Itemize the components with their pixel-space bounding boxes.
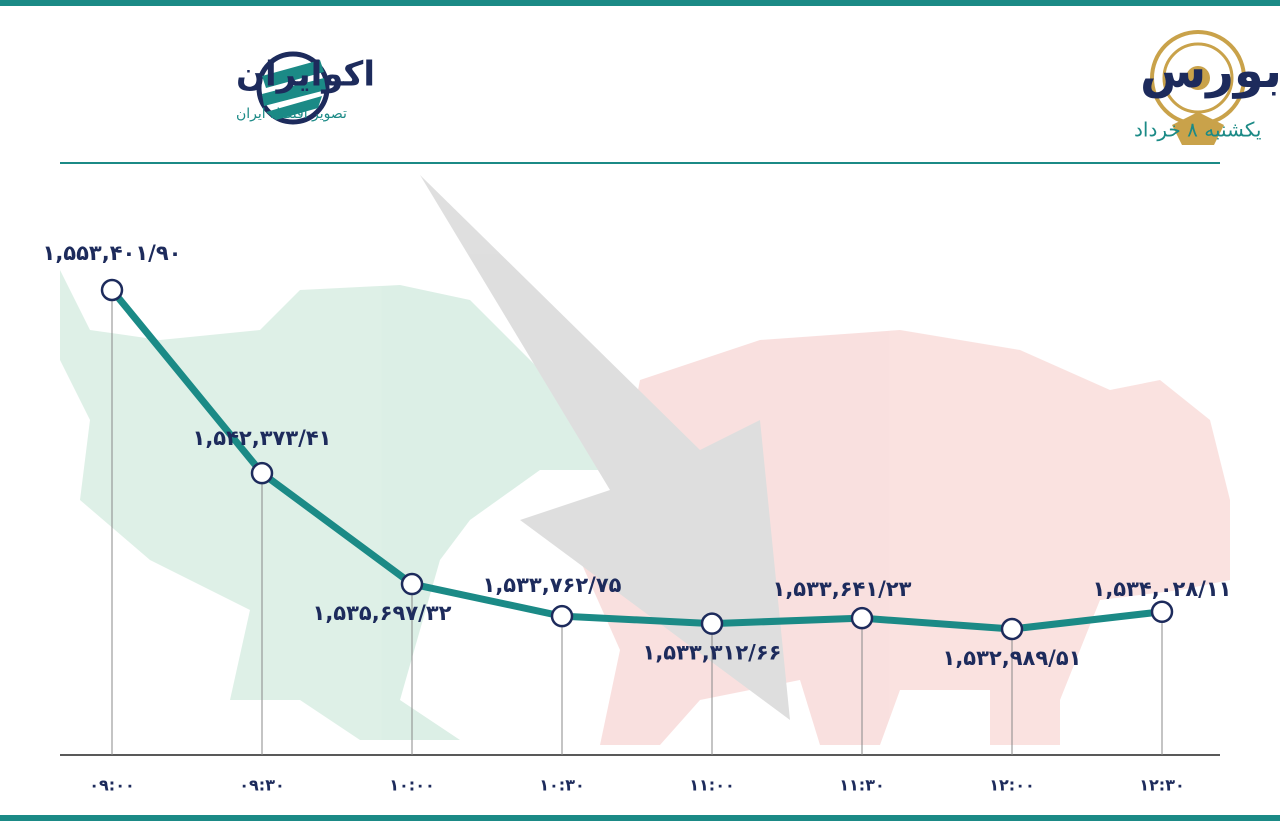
plot: ۰۹:۰۰ ۰۹:۳۰ ۱۰:۰۰ ۱۰:۳۰ ۱۱:۰۰ ۱۱:۳۰ ۱۲:۰۰ ۱۲:۳۰… (43, 241, 1232, 795)
top-border (0, 0, 1280, 6)
logo-icon (256, 51, 330, 125)
x-tick-label: ۱۲:۰۰ (989, 776, 1034, 795)
point (250, 461, 274, 485)
x-tick-label: ۱۱:۳۰ (839, 776, 884, 795)
x-tick-label: ۱۲:۳۰ (1139, 776, 1184, 795)
point (400, 572, 424, 596)
x-tick-label: ۱۰:۳۰ (539, 776, 584, 795)
value-label: ۱,۵۳۵,۶۹۷/۳۲ (313, 601, 452, 625)
chart-title: روند شاخص کل بورس (1140, 43, 1280, 99)
point (850, 606, 874, 630)
x-tick-label: ۰۹:۰۰ (89, 776, 134, 795)
bottom-border (0, 815, 1280, 821)
value-label: ۱,۵۴۲,۳۷۳/۴۱ (193, 426, 332, 450)
logo-name: اکوایران (236, 55, 375, 95)
series-line (109, 287, 1163, 633)
value-label: ۱,۵۳۳,۳۱۲/۶۶ (643, 641, 782, 665)
value-label: ۱,۵۵۳,۴۰۱/۹۰ (43, 241, 182, 265)
x-tick-label: ۰۹:۳۰ (239, 776, 284, 795)
chart-subtitle: یکشنبه ۸ خرداد (1134, 118, 1261, 142)
x-tick-label: ۱۰:۰۰ (389, 776, 434, 795)
point (700, 612, 724, 635)
point (1000, 617, 1024, 641)
value-label: ۱,۵۳۳,۶۴۱/۲۳ (773, 577, 912, 601)
logo-tagline: تصویر اقتصاد ایران (236, 106, 347, 122)
point (550, 604, 574, 628)
value-label: ۱,۵۳۲,۹۸۹/۵۱ (943, 646, 1082, 670)
point (100, 278, 124, 302)
value-label: ۱,۵۳۳,۷۶۲/۷۵ (483, 573, 622, 597)
point (1150, 600, 1174, 624)
emblem (1150, 30, 1246, 145)
background-art (60, 175, 1230, 745)
x-tick-label: ۱۱:۰۰ (689, 776, 734, 795)
value-label: ۱,۵۳۴,۰۲۸/۱۱ (1093, 577, 1232, 601)
